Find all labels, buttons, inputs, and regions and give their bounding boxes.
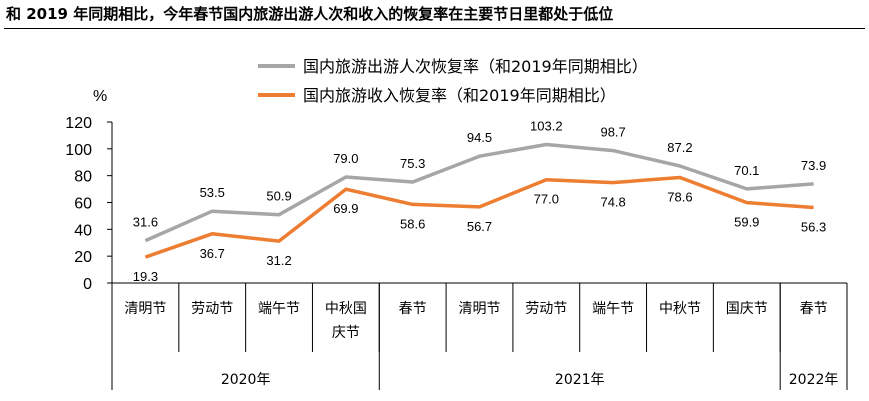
data-label: 56.3 <box>801 219 826 234</box>
x-tick-label: 端午节 <box>592 301 634 317</box>
x-tick-label: 清明节 <box>124 301 166 317</box>
x-tick-label: 中秋国 <box>325 301 367 317</box>
x-tick-label: 中秋节 <box>659 301 701 317</box>
y-tick-label: 40 <box>74 222 92 239</box>
data-label: 70.1 <box>734 163 759 178</box>
x-tick-label: 国庆节 <box>726 301 768 317</box>
data-label: 79.0 <box>333 151 358 166</box>
y-tick-label: 20 <box>74 249 92 266</box>
y-axis-unit: % <box>93 88 107 105</box>
group-label: 2020年 <box>221 372 271 388</box>
group-label: 2022年 <box>789 372 839 388</box>
y-tick-label: 100 <box>65 142 92 159</box>
y-tick-label: 60 <box>74 196 92 213</box>
data-label: 75.3 <box>400 156 425 171</box>
data-label: 77.0 <box>534 192 559 207</box>
data-label: 103.2 <box>530 119 563 134</box>
data-label: 59.9 <box>734 215 759 230</box>
series-line-1 <box>144 142 814 243</box>
title-rule <box>4 28 865 29</box>
legend: 国内旅游出游人次恢复率（和2019年同期相比） 国内旅游收入恢复率（和2019年同… <box>258 57 648 105</box>
legend-label: 国内旅游收入恢复率（和2019年同期相比） <box>303 86 616 105</box>
data-label: 74.8 <box>600 195 625 210</box>
data-labels: 31.6 53.5 50.9 79.0 75.3 94.5 103.2 98.7 87.2 70.… <box>133 119 826 285</box>
data-label: 69.9 <box>333 201 358 216</box>
data-label: 56.7 <box>467 219 492 234</box>
group-label: 2021年 <box>555 372 605 388</box>
data-label: 36.7 <box>200 246 225 261</box>
data-label: 98.7 <box>600 125 625 140</box>
data-label: 87.2 <box>667 140 692 155</box>
data-label: 58.6 <box>400 216 425 231</box>
data-label: 94.5 <box>467 130 492 145</box>
x-tick-label: 庆节 <box>332 325 360 341</box>
series-lines <box>144 142 814 259</box>
data-label: 53.5 <box>200 185 225 200</box>
data-label: 78.6 <box>667 190 692 205</box>
data-label: 73.9 <box>801 158 826 173</box>
x-tick-label: 端午节 <box>258 301 300 317</box>
x-tick-label: 劳动节 <box>525 301 567 317</box>
x-tick-label: 春节 <box>399 301 427 317</box>
y-tick-label: 80 <box>74 169 92 186</box>
x-tick-label: 劳动节 <box>191 301 233 317</box>
data-label: 50.9 <box>266 189 291 204</box>
chart-title: 和 2019 年同期相比，今年春节国内旅游出游人次和收入的恢复率在主要节日里都处… <box>6 5 614 23</box>
legend-label: 国内旅游出游人次恢复率（和2019年同期相比） <box>303 57 648 76</box>
data-label: 31.2 <box>266 253 291 268</box>
data-label: 19.3 <box>133 269 158 284</box>
data-label: 31.6 <box>133 215 158 230</box>
x-tick-label: 清明节 <box>459 301 501 317</box>
y-tick-label: 0 <box>83 276 92 293</box>
y-tick-label: 120 <box>65 115 92 132</box>
series-line-2 <box>144 175 814 259</box>
x-tick-label: 春节 <box>800 301 828 317</box>
